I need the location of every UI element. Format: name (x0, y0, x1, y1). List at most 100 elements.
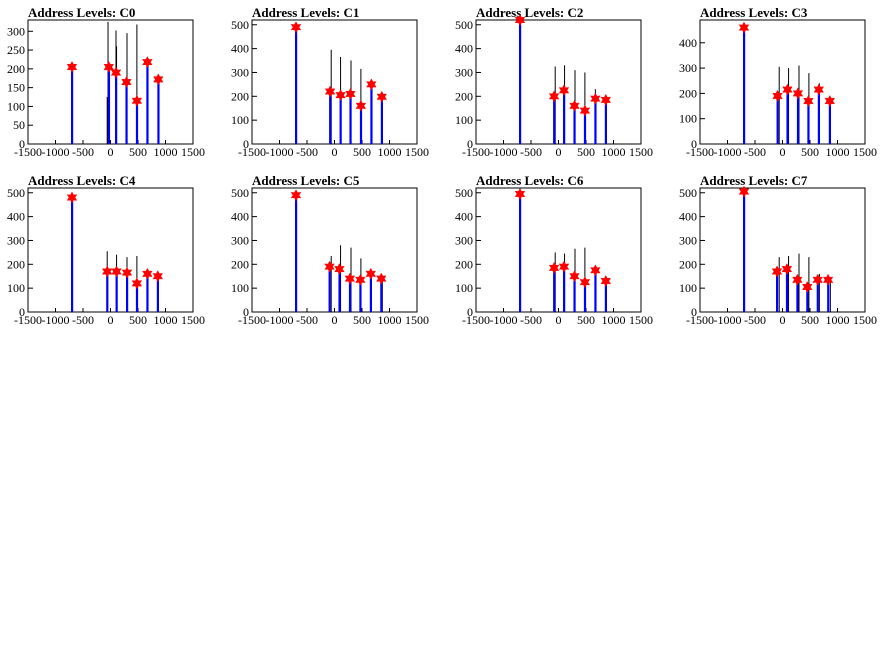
x-tick-label: 1500 (181, 313, 205, 327)
histogram-bar (135, 100, 139, 144)
x-tick-label: 1500 (629, 145, 653, 159)
y-tick-label: 0 (691, 137, 697, 151)
plot-frame (475, 187, 642, 313)
peak-marker (772, 89, 783, 102)
peak-marker (802, 280, 813, 294)
peak-marker (345, 87, 356, 100)
y-tick-label: 500 (679, 186, 697, 200)
peak-marker (355, 273, 366, 286)
y-tick-label: 200 (231, 257, 249, 271)
peak-marker (131, 277, 143, 290)
x-tick-label: -500 (72, 313, 94, 327)
histogram-bar (348, 278, 352, 312)
y-tick-label: 500 (231, 186, 249, 200)
histogram-bar (563, 90, 566, 144)
histogram-bar (785, 269, 789, 312)
histogram-bar (71, 66, 74, 144)
histogram-bar (594, 98, 597, 144)
y-tick-label: 100 (231, 113, 249, 127)
histogram-bar (369, 273, 372, 312)
peak-marker (121, 266, 133, 279)
panel-c7: Address Levels: C70100200300400500-1500-… (679, 173, 877, 327)
y-tick-label: 200 (455, 257, 473, 271)
y-tick-label: 0 (467, 137, 473, 151)
peak-marker (334, 263, 345, 276)
histogram-bar (156, 276, 159, 312)
peak-marker (812, 273, 823, 286)
x-tick-label: 1000 (378, 313, 402, 327)
x-tick-label: -500 (296, 145, 318, 159)
plot-frame (699, 19, 866, 145)
peak-marker (324, 85, 336, 98)
x-tick-label: -1500 (238, 313, 266, 327)
y-tick-label: 100 (7, 99, 25, 113)
plot-frame (251, 187, 418, 313)
peak-marker (324, 260, 335, 273)
panel-c6: Address Levels: C60100200300400500-1500-… (455, 173, 653, 327)
peak-marker (600, 93, 612, 106)
histogram-bar (125, 82, 128, 144)
y-tick-label: 100 (231, 281, 249, 295)
x-tick-label: -1000 (714, 145, 742, 159)
y-tick-label: 400 (231, 210, 249, 224)
x-tick-label: 1500 (181, 145, 205, 159)
peak-marker (771, 265, 783, 278)
histogram-bar (604, 99, 607, 144)
x-tick-label: 1000 (826, 313, 850, 327)
histogram-bar (553, 96, 556, 144)
x-tick-label: -1000 (42, 313, 70, 327)
peak-marker (792, 87, 804, 100)
histogram-bar (786, 89, 789, 144)
histogram-bar (828, 100, 831, 144)
x-tick-label: 0 (332, 313, 338, 327)
y-tick-label: 400 (231, 42, 249, 56)
histogram-bar (295, 195, 298, 312)
x-tick-label: -1500 (462, 313, 490, 327)
x-tick-label: -1000 (490, 313, 518, 327)
peak-marker (366, 78, 377, 91)
x-tick-label: -1500 (462, 145, 490, 159)
x-tick-label: -500 (520, 313, 542, 327)
peak-marker (66, 191, 78, 204)
peak-marker (781, 263, 793, 276)
y-tick-label: 200 (7, 62, 25, 76)
peak-marker (131, 94, 143, 107)
plot-frame (251, 19, 418, 145)
x-tick-label: 500 (353, 313, 371, 327)
x-tick-label: -1000 (490, 145, 518, 159)
x-tick-label: -1500 (686, 313, 714, 327)
peak-marker (142, 56, 153, 69)
y-tick-label: 500 (231, 18, 249, 32)
y-tick-label: 0 (243, 137, 249, 151)
peak-marker (569, 99, 580, 112)
x-tick-label: 1500 (853, 145, 877, 159)
plot-frame (27, 19, 194, 145)
peak-marker (548, 90, 560, 103)
histogram-bar (115, 72, 118, 144)
y-tick-label: 400 (455, 210, 473, 224)
x-tick-label: 0 (556, 313, 562, 327)
x-tick-label: 1500 (405, 313, 429, 327)
y-tick-label: 500 (455, 186, 473, 200)
x-tick-label: 1000 (154, 313, 178, 327)
y-tick-label: 300 (7, 24, 25, 38)
peak-marker (579, 276, 591, 289)
histogram-bar (817, 89, 820, 144)
y-tick-label: 150 (7, 81, 25, 95)
histogram-bar (115, 271, 118, 312)
histogram-bar (553, 267, 556, 312)
peak-marker (782, 83, 793, 96)
histogram-bar (743, 191, 746, 312)
peak-marker (376, 272, 387, 285)
histogram-bar (370, 84, 373, 144)
histogram-bar (796, 93, 800, 144)
peak-marker (152, 270, 164, 283)
peak-marker (514, 187, 526, 201)
y-tick-label: 200 (679, 86, 697, 100)
histogram-bar (743, 27, 746, 145)
histogram-bar (380, 278, 383, 312)
y-tick-label: 0 (19, 137, 25, 151)
panel-title: Address Levels: C6 (476, 173, 584, 188)
peak-marker (558, 84, 570, 97)
plot-frame (27, 187, 194, 313)
